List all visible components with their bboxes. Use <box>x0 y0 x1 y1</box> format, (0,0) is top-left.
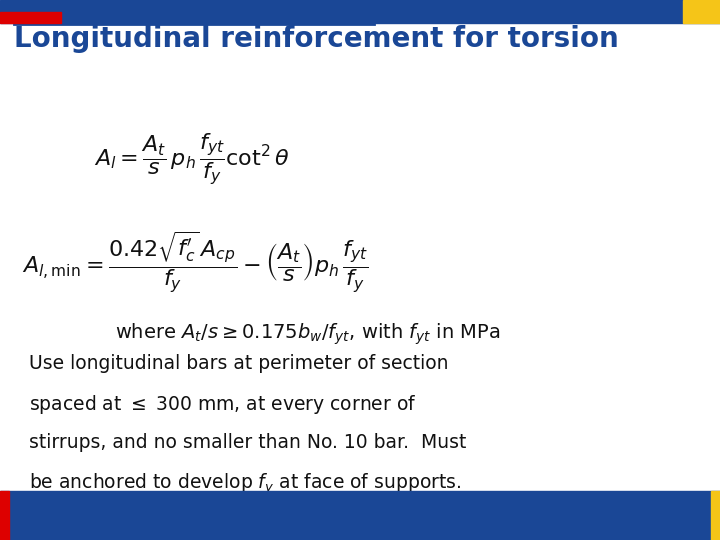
Text: be anchored to develop $f_y$ at face of supports.: be anchored to develop $f_y$ at face of … <box>29 472 461 497</box>
Bar <box>0 491 9 540</box>
Text: where $A_t/s \geq 0.175b_w/f_{yt}$, with $f_{yt}$ in MPa: where $A_t/s \geq 0.175b_w/f_{yt}$, with… <box>115 321 500 347</box>
Text: stirrups, and no smaller than No. 10 bar.  Must: stirrups, and no smaller than No. 10 bar… <box>29 433 466 451</box>
Bar <box>711 491 720 540</box>
Text: spaced at $\leq$ 300 mm, at every corner of: spaced at $\leq$ 300 mm, at every corner… <box>29 393 416 416</box>
Bar <box>0 491 720 540</box>
Text: American Concrete Institute®: American Concrete Institute® <box>490 511 666 521</box>
Text: Advancing concrete knowledge: Advancing concrete knowledge <box>490 525 631 534</box>
Bar <box>683 0 720 23</box>
Text: $A_{l,\mathrm{min}} = \dfrac{0.42\sqrt{f_c^{\prime}}\,A_{cp}}{f_y} - \left(\dfra: $A_{l,\mathrm{min}} = \dfrac{0.42\sqrt{f… <box>22 230 368 295</box>
Text: Use longitudinal bars at perimeter of section: Use longitudinal bars at perimeter of se… <box>29 354 449 373</box>
Bar <box>0 0 720 23</box>
Text: Longitudinal reinforcement for torsion: Longitudinal reinforcement for torsion <box>14 25 619 53</box>
Bar <box>0 12 61 23</box>
Text: $A_l = \dfrac{A_t}{s}\, p_h\, \dfrac{f_{yt}}{f_y}\cot^2\theta$: $A_l = \dfrac{A_t}{s}\, p_h\, \dfrac{f_{… <box>94 132 289 188</box>
